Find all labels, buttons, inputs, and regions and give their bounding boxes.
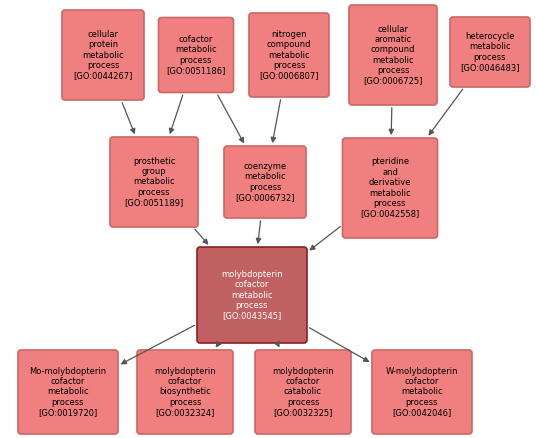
Text: molybdopterin
cofactor
biosynthetic
process
[GO:0032324]: molybdopterin cofactor biosynthetic proc… <box>154 367 216 417</box>
FancyBboxPatch shape <box>255 350 351 434</box>
FancyBboxPatch shape <box>18 350 118 434</box>
FancyBboxPatch shape <box>197 247 307 343</box>
Text: prosthetic
group
metabolic
process
[GO:0051189]: prosthetic group metabolic process [GO:0… <box>124 157 184 207</box>
FancyBboxPatch shape <box>372 350 472 434</box>
FancyBboxPatch shape <box>343 138 437 238</box>
Text: cellular
protein
metabolic
process
[GO:0044267]: cellular protein metabolic process [GO:0… <box>73 30 133 80</box>
FancyBboxPatch shape <box>159 18 234 92</box>
Text: heterocycle
metabolic
process
[GO:0046483]: heterocycle metabolic process [GO:004648… <box>460 32 520 72</box>
Text: coenzyme
metabolic
process
[GO:0006732]: coenzyme metabolic process [GO:0006732] <box>235 162 295 202</box>
Text: molybdopterin
cofactor
catabolic
process
[GO:0032325]: molybdopterin cofactor catabolic process… <box>272 367 334 417</box>
Text: W-molybdopterin
cofactor
metabolic
process
[GO:0042046]: W-molybdopterin cofactor metabolic proce… <box>386 367 458 417</box>
FancyBboxPatch shape <box>249 13 329 97</box>
Text: nitrogen
compound
metabolic
process
[GO:0006807]: nitrogen compound metabolic process [GO:… <box>259 30 319 80</box>
Text: pteridine
and
derivative
metabolic
process
[GO:0042558]: pteridine and derivative metabolic proce… <box>360 158 420 219</box>
FancyBboxPatch shape <box>62 10 144 100</box>
Text: cofactor
metabolic
process
[GO:0051186]: cofactor metabolic process [GO:0051186] <box>166 35 226 75</box>
Text: Mo-molybdopterin
cofactor
metabolic
process
[GO:0019720]: Mo-molybdopterin cofactor metabolic proc… <box>29 367 107 417</box>
FancyBboxPatch shape <box>137 350 233 434</box>
FancyBboxPatch shape <box>450 17 530 87</box>
Text: cellular
aromatic
compound
metabolic
process
[GO:0006725]: cellular aromatic compound metabolic pro… <box>363 25 423 85</box>
FancyBboxPatch shape <box>349 5 437 105</box>
FancyBboxPatch shape <box>110 137 198 227</box>
FancyBboxPatch shape <box>224 146 306 218</box>
Text: molybdopterin
cofactor
metabolic
process
[GO:0043545]: molybdopterin cofactor metabolic process… <box>221 270 283 320</box>
